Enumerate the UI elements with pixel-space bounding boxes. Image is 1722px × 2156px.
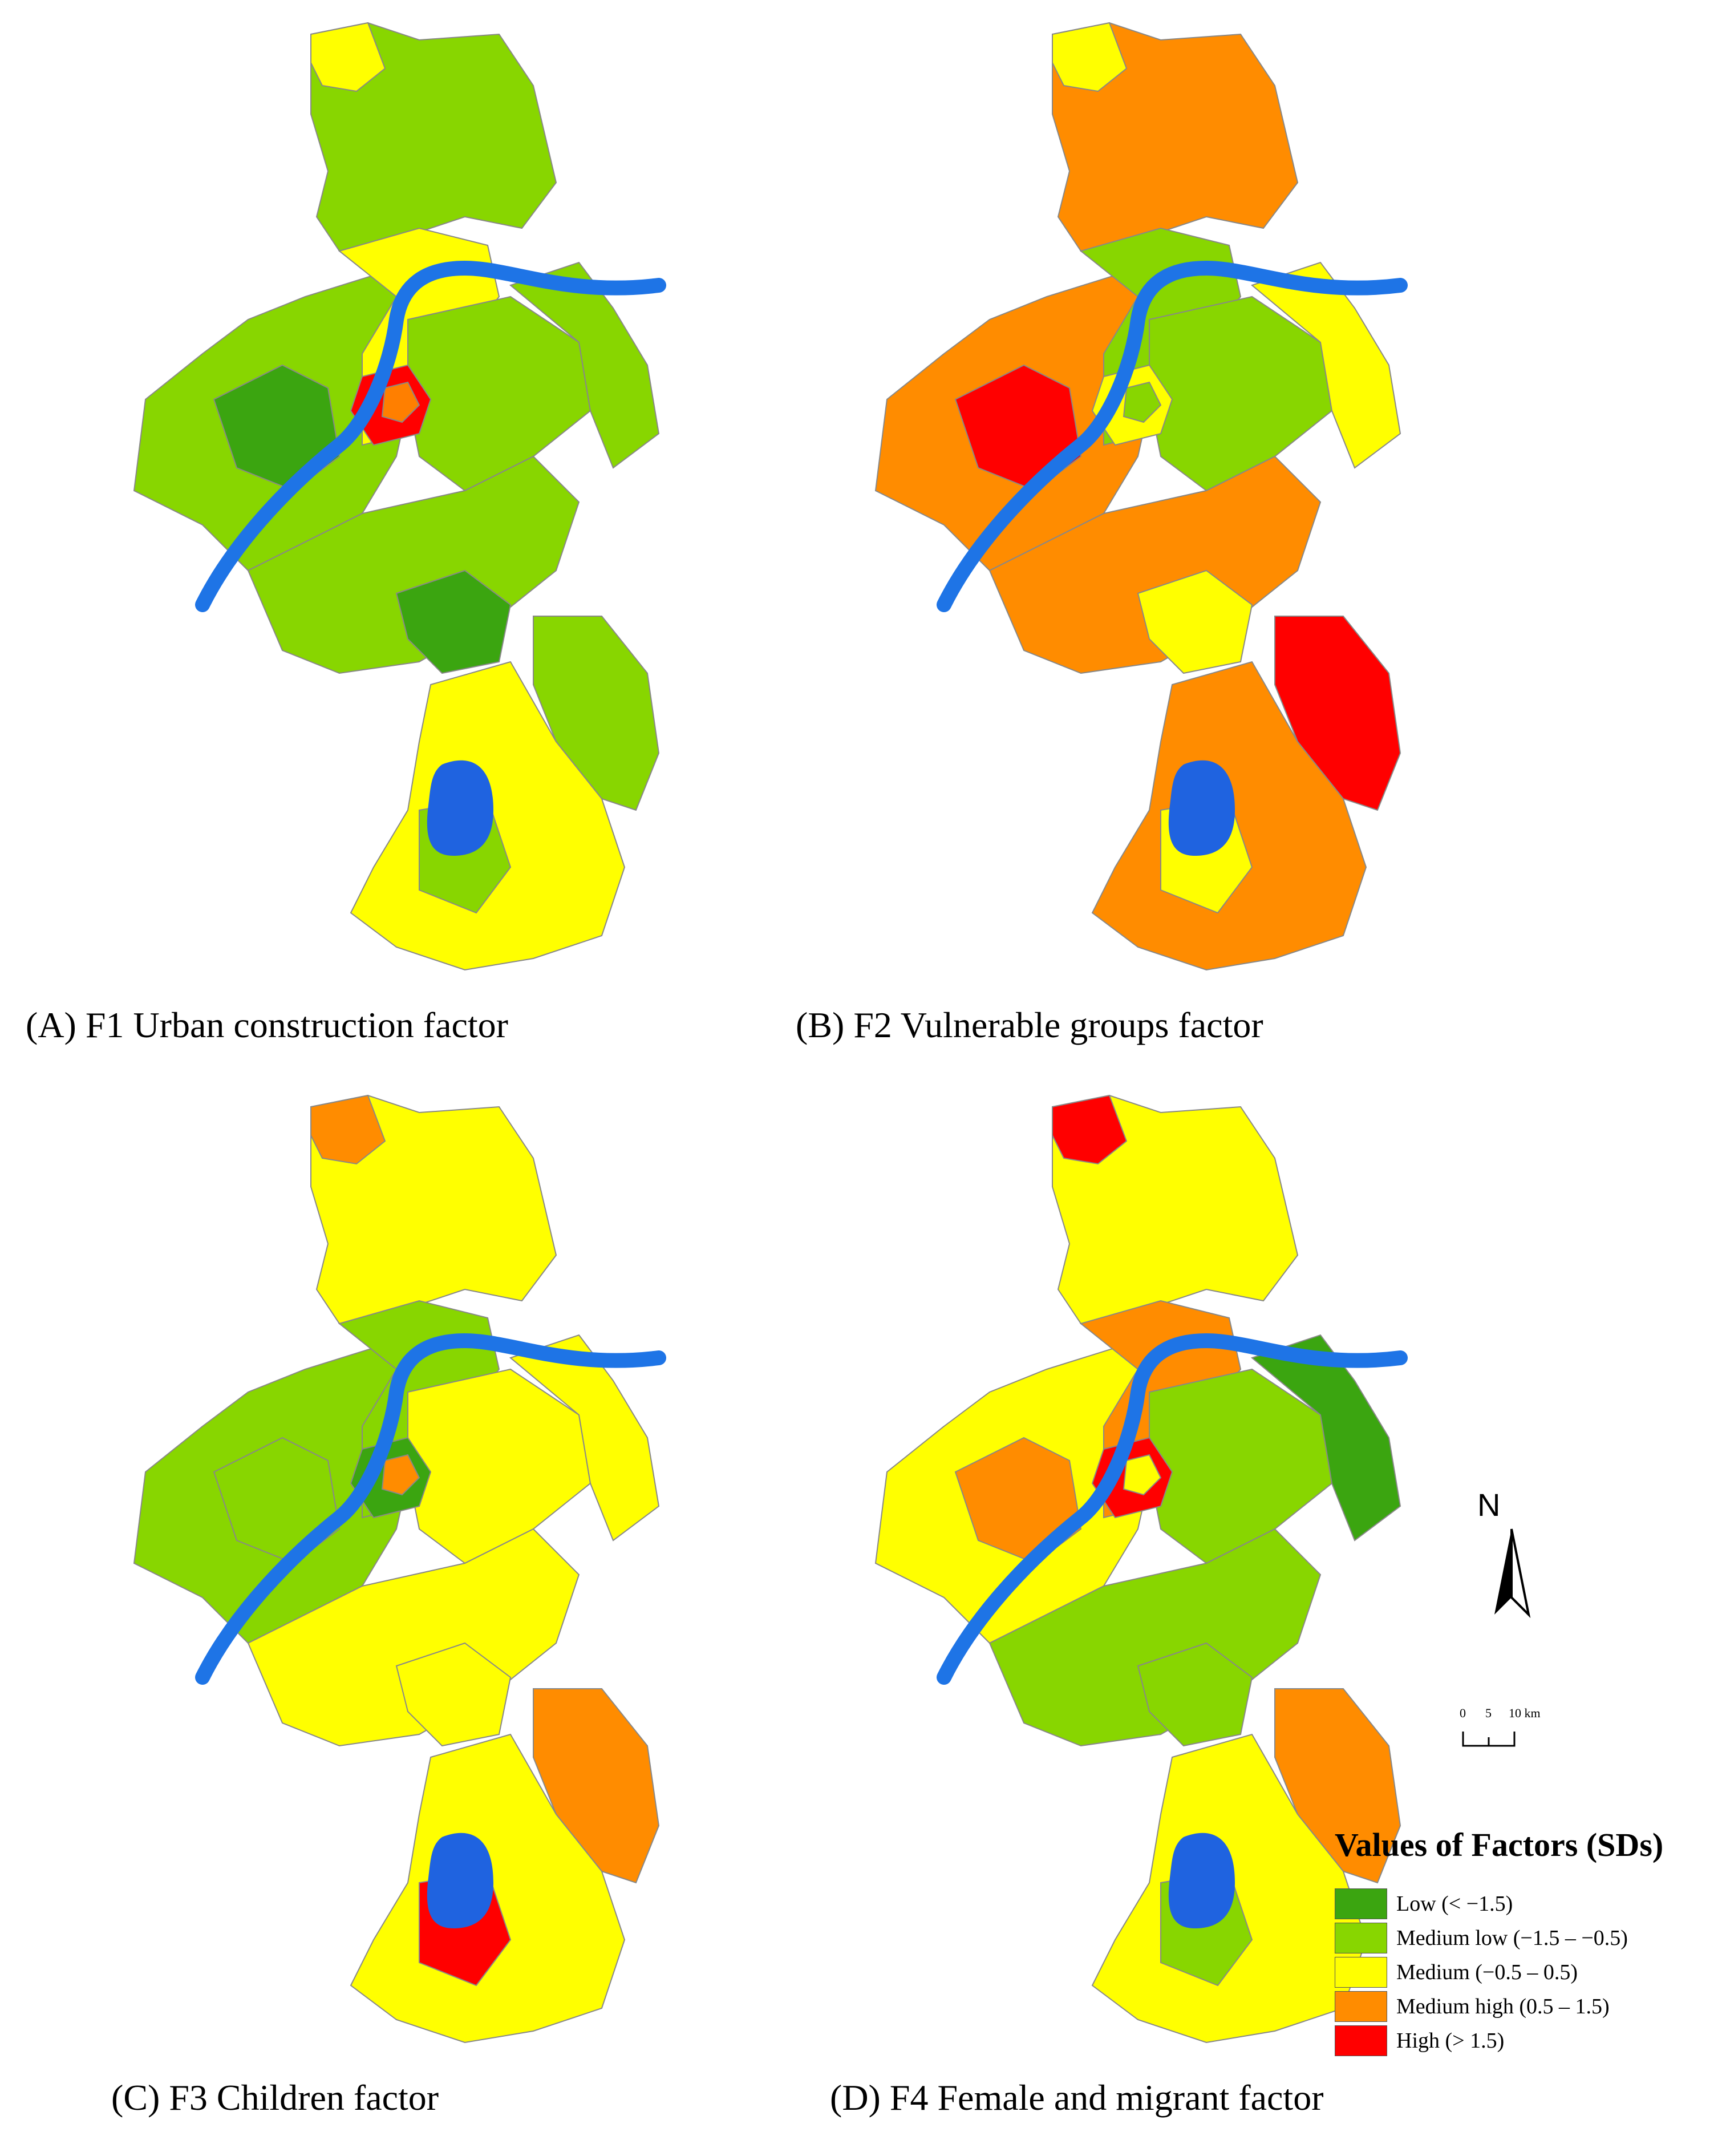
map-caption-a: (A) F1 Urban construction factor [26,1005,508,1045]
region-south-mid [247,455,580,674]
region-south-east [1274,1688,1401,1884]
lake [1168,760,1235,856]
region-core-ring [381,1454,420,1496]
region-east [509,1334,660,1542]
region-south-mid-core [395,569,512,674]
region-south-east [533,616,660,811]
region-west-core [213,1437,341,1564]
river [937,1333,1408,1685]
legend: Values of Factors (SDs) Low (< −1.5) Med… [1335,1826,1705,2058]
map-panel-d: (D) F4 Female and migrant factor [742,1073,1569,2118]
region-south-mid [247,1528,580,1747]
region-north-tip [1052,22,1128,92]
legend-label-high: High (> 1.5) [1396,2029,1505,2053]
choropleth-map-c [133,1094,666,2044]
lake [1168,1833,1235,1928]
legend-title: Values of Factors (SDs) [1335,1826,1664,1863]
legend-label-medium: Medium (−0.5 – 0.5) [1396,1960,1578,1984]
legend-swatch-low [1335,1888,1387,1919]
region-north [310,22,557,252]
legend-swatch-medium [1335,1957,1387,1988]
legend-label-low: Low (< −1.5) [1396,1892,1513,1916]
region-west-core [213,364,341,492]
region-core-ring [1123,381,1162,423]
north-arrow-icon [1494,1528,1531,1619]
region-west-core [954,1437,1082,1564]
region-west-core [954,364,1082,492]
choropleth-map-a [133,22,666,971]
map-caption-c: (C) F3 Children factor [111,2077,439,2118]
river [937,260,1408,612]
map-caption-d: (D) F4 Female and migrant factor [830,2077,1324,2118]
river [195,1333,666,1685]
map-panel-a: (A) F1 Urban construction factor [0,0,827,1045]
region-east [509,261,660,469]
lake [427,760,493,856]
map-caption-b: (B) F2 Vulnerable groups factor [796,1005,1263,1045]
region-north-tip [1052,1094,1128,1165]
region-east [1250,1334,1401,1542]
region-south-mid-core [1137,1642,1253,1747]
map-panel-b: (B) F2 Vulnerable groups factor [742,0,1569,1045]
legend-item-medium-low: Medium low (−1.5 – −0.5) [1335,1921,1705,1955]
legend-item-medium: Medium (−0.5 – 0.5) [1335,1955,1705,1989]
river [195,260,666,612]
choropleth-map-b [874,22,1408,971]
scale-tick-0: 0 [1460,1706,1466,1720]
choropleth-map-d [874,1094,1408,2044]
region-north-tip [310,1094,386,1165]
region-north-tip [310,22,386,92]
legend-item-medium-high: Medium high (0.5 – 1.5) [1335,1989,1705,2024]
legend-swatch-medium-high [1335,1991,1387,2022]
region-north [310,1094,557,1325]
region-south-mid-core [1137,569,1253,674]
legend-label-medium-high: Medium high (0.5 – 1.5) [1396,1995,1610,2019]
region-east [1250,261,1401,469]
region-core-ring [381,381,420,423]
legend-label-medium-low: Medium low (−1.5 – −0.5) [1396,1926,1628,1950]
region-south-east [1274,616,1401,811]
legend-item-low: Low (< −1.5) [1335,1887,1705,1921]
region-south-mid [988,1528,1322,1747]
north-label: N [1477,1487,1501,1523]
region-core-ring [1123,1454,1162,1496]
legend-item-high: High (> 1.5) [1335,2024,1705,2058]
lake [427,1833,493,1928]
region-north [1052,1094,1299,1325]
scale-bar [1462,1732,1516,1747]
region-north [1052,22,1299,252]
map-panel-c: (C) F3 Children factor [0,1073,827,2118]
legend-swatch-high [1335,2025,1387,2056]
legend-swatch-medium-low [1335,1923,1387,1953]
region-south-east [533,1688,660,1884]
region-south-mid [988,455,1322,674]
scale-tick-10km: 10 km [1509,1706,1541,1720]
region-south-mid-core [395,1642,512,1747]
scale-tick-5: 5 [1485,1706,1492,1720]
